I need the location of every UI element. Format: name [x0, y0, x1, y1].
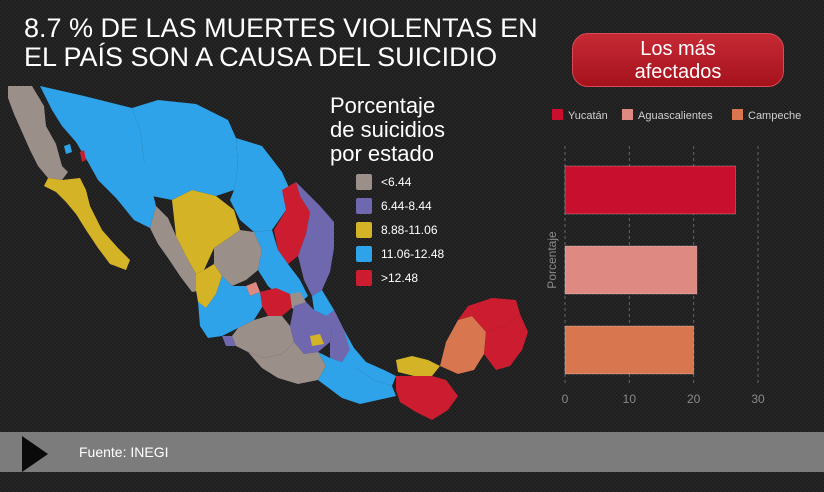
state-puebla [326, 310, 350, 362]
legend-label: 11.06-12.48 [381, 247, 445, 261]
headline: 8.7 % DE LAS MUERTES VIOLENTAS EN EL PAÍ… [24, 14, 564, 72]
state-tabasco [396, 356, 440, 376]
state-coahuila [230, 138, 290, 232]
legend-title-line-2: de suicidios [330, 117, 445, 142]
state-sinaloa [150, 206, 204, 292]
legend-label: 6.44-8.44 [381, 199, 432, 213]
source-label: Fuente: INEGI [79, 444, 169, 460]
footer-bar [0, 432, 824, 472]
state-durango [172, 190, 240, 274]
legend-title-line-1: Porcentaje [330, 93, 436, 118]
island-tiburon [80, 150, 86, 162]
state-baja-california-sur [44, 178, 130, 270]
state-tamaulipas [296, 182, 334, 296]
state-yucatan [458, 298, 520, 332]
state-chiapas [396, 376, 458, 420]
state-guanajuato [260, 288, 294, 316]
legend-label: <6.44 [381, 175, 412, 189]
chart-x-tick-label: 0 [562, 392, 569, 406]
legend-label: 8.88-11.06 [381, 223, 438, 237]
state-zacatecas [214, 230, 262, 286]
state-michoacan [232, 316, 294, 358]
legend-swatch [356, 270, 372, 286]
state-chihuahua [132, 100, 238, 200]
most-affected-badge: Los más afectados [572, 33, 784, 87]
legend-swatch [356, 222, 372, 238]
state-jalisco [198, 276, 264, 338]
state-guerrero [248, 342, 326, 384]
legend-swatch [356, 174, 372, 190]
map-legend-title: Porcentaje de suicidios por estado [330, 94, 445, 166]
island-coast [64, 144, 72, 154]
chart-bar [564, 325, 695, 375]
state-morelos [310, 334, 324, 346]
badge-line-1: Los más [640, 38, 716, 60]
legend-title-line-3: por estado [330, 141, 434, 166]
badge-line-2: afectados [634, 61, 722, 83]
mexico-map [8, 86, 528, 420]
state-nuevo-leon [274, 182, 310, 264]
legend-swatch [356, 246, 372, 262]
chart-legend-label: Aguascalientes [638, 110, 713, 122]
state-baja-california [8, 86, 68, 180]
state-quintana-roo [484, 314, 528, 370]
headline-line-1: 8.7 % DE LAS MUERTES VIOLENTAS EN [24, 13, 538, 43]
state-sonora [40, 86, 156, 228]
state-campeche [440, 316, 486, 374]
play-arrow-icon [22, 436, 48, 472]
chart-legend-swatch [552, 109, 563, 120]
headline-line-2: EL PAÍS SON A CAUSA DEL SUICIDIO [24, 42, 498, 72]
legend-swatch [356, 198, 372, 214]
chart-legend-label: Yucatán [568, 110, 608, 122]
chart-x-tick-label: 20 [687, 392, 701, 406]
state-nayarit [196, 264, 222, 308]
state-aguascalientes [246, 282, 260, 296]
chart-legend-swatch [732, 109, 743, 120]
legend-label: >12.48 [381, 271, 419, 285]
chart-y-axis-label: Porcentaje [545, 231, 559, 289]
chart-x-tick-label: 30 [751, 392, 765, 406]
affected-states-chart: Yucatán Aguascalientes Campeche 0 10 20 30 Porc… [545, 109, 801, 406]
state-san-luis-potosi [254, 230, 308, 306]
chart-x-tick-label: 10 [623, 392, 637, 406]
chart-bar [564, 245, 698, 295]
chart-legend-swatch [622, 109, 633, 120]
chart-legend-label: Campeche [748, 110, 801, 122]
state-colima [222, 336, 236, 346]
chart-bar [564, 165, 736, 215]
state-oaxaca [318, 350, 396, 404]
